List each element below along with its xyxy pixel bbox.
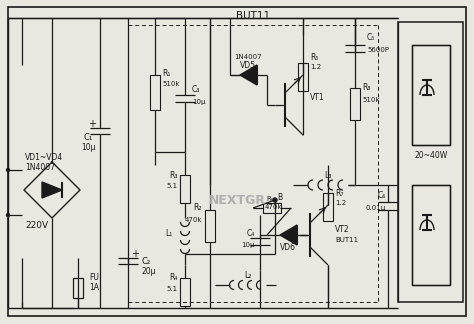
Text: BUT11: BUT11 (236, 11, 270, 21)
Text: 5600P: 5600P (367, 47, 389, 53)
Text: BUT11: BUT11 (335, 237, 358, 243)
Bar (412, 45, 450, 145)
Text: 220V: 220V (25, 221, 48, 229)
Text: 510k: 510k (362, 97, 380, 103)
Polygon shape (42, 182, 62, 198)
Bar (205, 210, 215, 242)
Text: R₆: R₆ (266, 196, 274, 202)
Bar (350, 88, 360, 120)
Bar (412, 185, 450, 285)
Text: VT2: VT2 (335, 226, 350, 235)
Text: FU: FU (89, 273, 99, 283)
Text: L₁: L₁ (166, 228, 173, 237)
Bar (180, 278, 190, 306)
Circle shape (273, 198, 277, 202)
Text: R₇: R₇ (335, 189, 343, 198)
Text: 5.1: 5.1 (167, 286, 178, 292)
Text: 470k: 470k (184, 217, 202, 223)
Bar (150, 75, 160, 110)
Text: C₁: C₁ (83, 133, 92, 143)
Text: R₂: R₂ (193, 203, 202, 213)
Text: R₅: R₅ (310, 52, 319, 62)
Text: R₈: R₈ (362, 84, 371, 92)
Bar (323, 193, 333, 221)
Text: C₅: C₅ (367, 33, 375, 42)
Text: R₁: R₁ (162, 68, 170, 77)
Text: 20μ: 20μ (142, 268, 156, 276)
Text: +: + (88, 119, 96, 129)
Circle shape (7, 168, 9, 171)
Text: 1A: 1A (89, 284, 99, 293)
Text: 5.1: 5.1 (167, 183, 178, 189)
Polygon shape (240, 65, 257, 85)
Text: VD1~VD4: VD1~VD4 (25, 154, 63, 163)
Text: 10μ: 10μ (241, 242, 255, 248)
Text: C₆: C₆ (378, 191, 386, 201)
Text: L₂: L₂ (244, 271, 252, 280)
Text: 10μ: 10μ (81, 144, 95, 153)
Text: 510k: 510k (162, 81, 180, 87)
Text: 10μ: 10μ (192, 99, 206, 105)
Text: 0.01μ: 0.01μ (366, 205, 386, 211)
Text: 1.2: 1.2 (310, 64, 321, 70)
Polygon shape (280, 225, 297, 245)
Text: VD6: VD6 (280, 242, 296, 251)
Text: VT1: VT1 (310, 92, 325, 101)
Bar (298, 63, 308, 91)
Text: 1N4007: 1N4007 (25, 164, 55, 172)
Text: VD5: VD5 (240, 61, 256, 70)
Text: C₃: C₃ (192, 86, 201, 95)
Bar (398, 22, 463, 302)
Text: NEXTGR: NEXTGR (209, 193, 265, 206)
Text: 1N4007: 1N4007 (234, 54, 262, 60)
Text: B: B (277, 192, 283, 202)
Bar (73, 278, 83, 298)
Text: 470k: 470k (265, 204, 283, 210)
Bar (263, 203, 281, 213)
Text: L₃: L₃ (324, 170, 332, 179)
Text: R₄: R₄ (170, 273, 178, 283)
Circle shape (7, 214, 9, 216)
Text: 1.2: 1.2 (335, 200, 346, 206)
Text: R₃: R₃ (170, 170, 178, 179)
Text: 20~40W: 20~40W (414, 151, 447, 159)
Text: C₂: C₂ (142, 258, 151, 267)
Bar (180, 175, 190, 203)
Text: +: + (131, 249, 139, 259)
Text: C₄: C₄ (247, 228, 255, 237)
